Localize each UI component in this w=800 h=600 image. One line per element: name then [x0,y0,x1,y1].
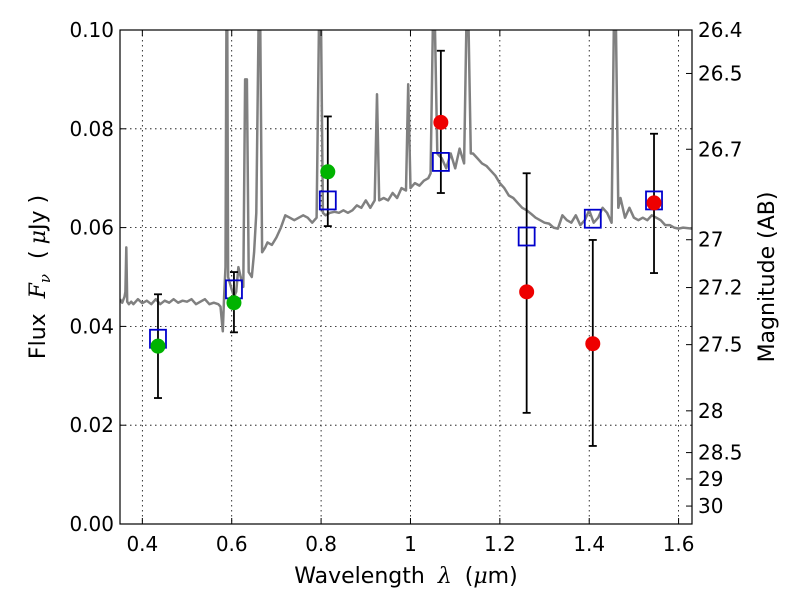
x-tick-label: 0.4 [126,532,158,556]
y2-tick-label: 26.5 [698,61,743,85]
green-point [320,164,336,180]
x-axis-title: Wavelength λ (μm) [294,564,517,589]
y2-tick-label: 30 [698,494,723,518]
green-point [150,338,166,354]
y-tick-label: 0.10 [69,18,114,42]
y2-tick-label: 28.5 [698,441,743,465]
plot-area [120,30,692,447]
x-tick-label: 1 [404,532,417,556]
y-tick-label: 0.04 [69,314,114,338]
y2-tick-label: 26.4 [698,18,743,42]
y-tick-label: 0.02 [69,413,114,437]
grid-lines [120,30,692,524]
y2-tick-label: 28 [698,399,723,423]
x-tick-labels: 0.4 0.6 0.8 1 1.2 1.4 1.6 [126,532,694,556]
spectrum-line [120,30,692,333]
red-point [433,114,449,130]
y-axis-title: Flux Fν (μJy ) [26,195,56,359]
y2-tick-label: 29 [698,467,723,491]
model-square [318,190,337,211]
spectrum-series [120,30,692,333]
green-point [226,295,242,311]
x-tick-label: 0.8 [305,532,337,556]
axis-ticks [120,29,692,525]
x-tick-label: 1.4 [573,532,605,556]
model-square [517,226,536,247]
y2-axis-title: Magnitude (AB) [755,192,780,363]
y2-tick-label: 27 [698,228,723,252]
red-point [585,336,601,352]
y2-tick-label: 27.5 [698,333,743,357]
y-tick-labels: 0.00 0.02 0.04 0.06 0.08 0.10 [69,18,114,536]
plot-frame [119,29,693,525]
x-tick-label: 1.6 [663,532,695,556]
y2-tick-label: 27.2 [698,276,743,300]
error-bars [153,49,659,447]
red-point [519,284,535,300]
x-tick-label: 0.6 [216,532,248,556]
observed-points [150,114,662,354]
y-tick-label: 0.06 [69,216,114,240]
y-tick-label: 0.08 [69,117,114,141]
model-square [583,208,602,229]
y-tick-label: 0.00 [69,512,114,536]
red-point [646,195,662,211]
model-square [431,151,450,172]
y2-tick-labels: 26.4 26.5 26.7 27 27.2 27.5 28 28.529 30 [698,18,743,518]
y2-tick-label: 26.7 [698,137,743,161]
x-tick-label: 1.2 [484,532,516,556]
